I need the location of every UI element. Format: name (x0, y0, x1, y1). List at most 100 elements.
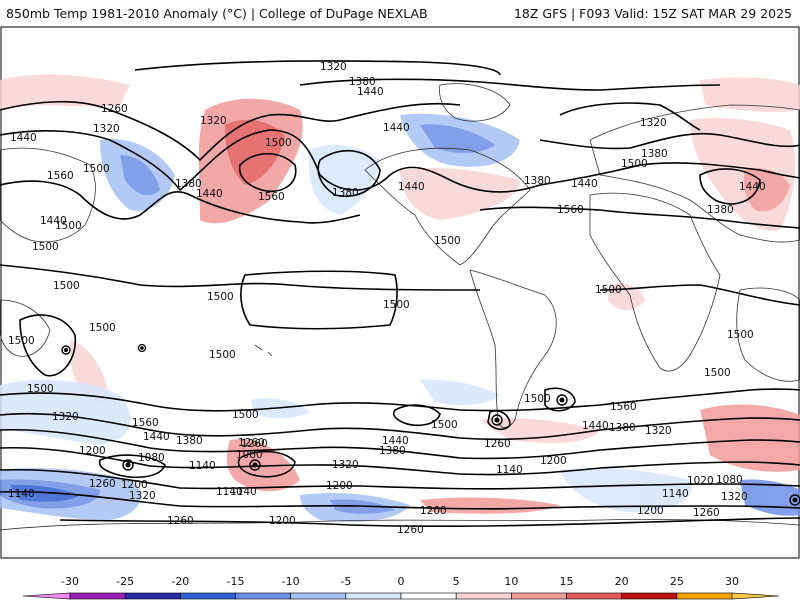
contour-label: 1500 (595, 284, 622, 296)
colorbar-tick-label: -20 (171, 575, 189, 588)
contour-label: 1260 (693, 507, 720, 519)
contour-label: 1140 (216, 486, 243, 498)
contour-line (0, 388, 800, 412)
contour-label: 1260 (397, 524, 424, 536)
contour-label: 1380 (609, 422, 636, 434)
cold-anomaly-areas (0, 113, 800, 522)
contour-label: 1200 (637, 505, 664, 517)
contour-label: 1320 (200, 115, 227, 127)
colorbar-bin (124, 592, 181, 600)
contour-label: 1140 (662, 488, 689, 500)
contour-label: 1500 (383, 299, 410, 311)
contour-label: 1440 (40, 215, 67, 227)
contour-line (0, 490, 800, 510)
contour-line (599, 284, 800, 306)
contour-label: 1500 (232, 409, 259, 421)
contour-label: 1440 (582, 420, 609, 432)
contour-label: 1200 (540, 455, 567, 467)
colorbar-bin (511, 592, 567, 600)
colorbar-tick-label: 20 (615, 575, 629, 588)
colorbar-tick-label: 5 (453, 575, 460, 588)
contour-line (0, 428, 800, 460)
contour-label: 1320 (52, 411, 79, 423)
contour-label: 1500 (704, 367, 731, 379)
contour-label: 1320 (640, 117, 667, 129)
contour-closed-low (487, 410, 511, 431)
colorbar-tick-label: 0 (398, 575, 405, 588)
australia-wrap-outline (0, 299, 51, 357)
contour-closed-high (19, 314, 77, 377)
contour-label: 1260 (484, 438, 511, 450)
contour-closed-low (237, 450, 296, 478)
contour-closed-high (240, 270, 398, 330)
contour-label: 1320 (320, 61, 347, 73)
contour-label: 1260 (101, 103, 128, 115)
contour-line (559, 102, 701, 131)
contour-line (539, 132, 800, 150)
contour-label: 1380 (349, 76, 376, 88)
contour-label: 1140 (189, 460, 216, 472)
contour-label: 1080 (138, 452, 165, 464)
contour-label: 1500 (55, 220, 82, 232)
contour-closed-high (392, 404, 441, 427)
colorbar-tick-label: 30 (725, 575, 739, 588)
contour-label: 1440 (571, 178, 598, 190)
contour-line (0, 264, 481, 291)
contour-label: 1080 (236, 449, 263, 461)
contour-label: 1200 (326, 480, 353, 492)
contour-label: 1380 (524, 175, 551, 187)
colorbar-bin (290, 592, 347, 600)
colorbar-bins (22, 592, 780, 600)
colorbar-tick-label: -15 (227, 575, 245, 588)
contour-closed-high (238, 153, 297, 192)
contour-label: 1500 (89, 322, 116, 334)
contour-label: 1500 (431, 419, 458, 431)
contour-label: 1260 (238, 437, 265, 449)
contour-label: 1560 (557, 204, 584, 216)
contour-label: 1440 (10, 132, 37, 144)
colorbar-bin (731, 592, 780, 600)
contour-label: 1500 (8, 335, 35, 347)
colorbar-tick-label: -10 (282, 575, 300, 588)
contour-line (299, 78, 721, 91)
contour-label: 1200 (121, 479, 148, 491)
contour-label: 1440 (357, 86, 384, 98)
contour-label: 1260 (241, 438, 268, 450)
contour-label: 1200 (420, 505, 447, 517)
colorbar-ticks: -30 -25 -20 -15 -10 -5 0 5 10 15 20 25 30 (61, 575, 739, 588)
contour-label: 1500 (209, 349, 236, 361)
contour-label: 1380 (332, 187, 359, 199)
contour-line (0, 180, 361, 224)
contour-label: 1500 (524, 393, 551, 405)
contour-label: 1560 (132, 417, 159, 429)
contour-line (134, 60, 501, 76)
contour-closed-high (317, 149, 381, 197)
colorbar-tick-label: -5 (340, 575, 351, 588)
contour-label: 1320 (645, 425, 672, 437)
height-contours (0, 60, 800, 528)
contour-closed-low (544, 387, 576, 412)
contour-line (0, 412, 800, 441)
contour-line (0, 468, 800, 490)
contour-line (0, 129, 541, 193)
contour-label: 1440 (196, 188, 223, 200)
colorbar-bin (22, 592, 71, 600)
contour-label: 1020 (687, 475, 714, 487)
contour-label: 1500 (265, 137, 292, 149)
colorbar-bin (400, 592, 457, 600)
colorbar-bin (455, 592, 512, 600)
colorbar-bin (621, 592, 678, 600)
north-america-outline (364, 147, 531, 266)
contour-label: 1500 (621, 158, 648, 170)
contour-label: 1080 (716, 474, 743, 486)
contour-label-layer: 1320 1380 1440 1260 1320 1440 1500 1560 … (8, 61, 766, 536)
contour-label: 1440 (398, 181, 425, 193)
colorbar-bin (566, 592, 622, 600)
contour-label: 1380 (707, 204, 734, 216)
contour-label: 1380 (175, 178, 202, 190)
contour-label: 1320 (129, 490, 156, 502)
contour-label: 1380 (176, 435, 203, 447)
temperature-anomaly-map: 1320 1380 1440 1260 1320 1440 1500 1560 … (0, 26, 800, 559)
colorbar-bin (69, 592, 126, 600)
contour-label: 1440 (382, 435, 409, 447)
